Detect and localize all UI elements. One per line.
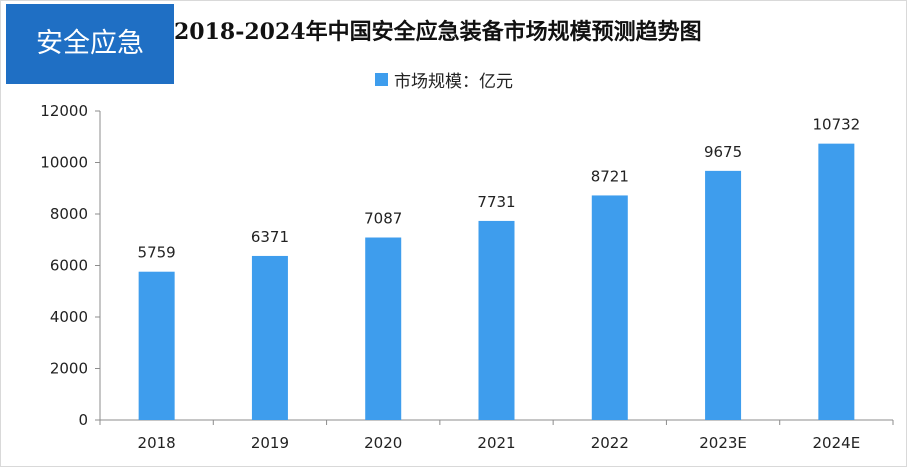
bar (591, 195, 628, 420)
bar (705, 170, 742, 420)
category-badge: 安全应急 (6, 4, 174, 84)
legend-label: 市场规模：亿元 (394, 71, 513, 92)
x-tick-label: 2020 (364, 434, 402, 452)
y-tick-label: 2000 (50, 360, 88, 378)
y-tick-label: 10000 (40, 154, 88, 172)
data-label: 9675 (704, 143, 742, 161)
y-tick-label: 4000 (50, 308, 88, 326)
bar (365, 237, 402, 420)
y-tick-label: 8000 (50, 205, 88, 223)
x-tick-label: 2022 (591, 434, 629, 452)
bar (138, 271, 175, 420)
data-label: 5759 (138, 244, 176, 262)
legend-swatch (375, 72, 388, 86)
y-tick-label: 6000 (50, 257, 88, 275)
data-label: 6371 (251, 228, 289, 246)
bar (478, 220, 515, 420)
y-tick-label: 0 (78, 411, 88, 429)
y-tick-label: 12000 (40, 102, 88, 120)
bar (251, 255, 288, 420)
x-tick-label: 2018 (138, 434, 176, 452)
bar (818, 143, 855, 420)
x-tick-label: 2021 (477, 434, 515, 452)
data-label: 7087 (364, 210, 402, 228)
data-label: 10732 (812, 116, 860, 134)
x-tick-label: 2024E (813, 434, 861, 452)
chart-title: 2018-2024年中国安全应急装备市场规模预测趋势图 (174, 19, 702, 45)
chart-legend: 市场规模：亿元 (375, 68, 513, 92)
x-tick-label: 2023E (699, 434, 747, 452)
data-label: 7731 (477, 193, 515, 211)
data-label: 8721 (591, 167, 629, 185)
x-tick-label: 2019 (251, 434, 289, 452)
